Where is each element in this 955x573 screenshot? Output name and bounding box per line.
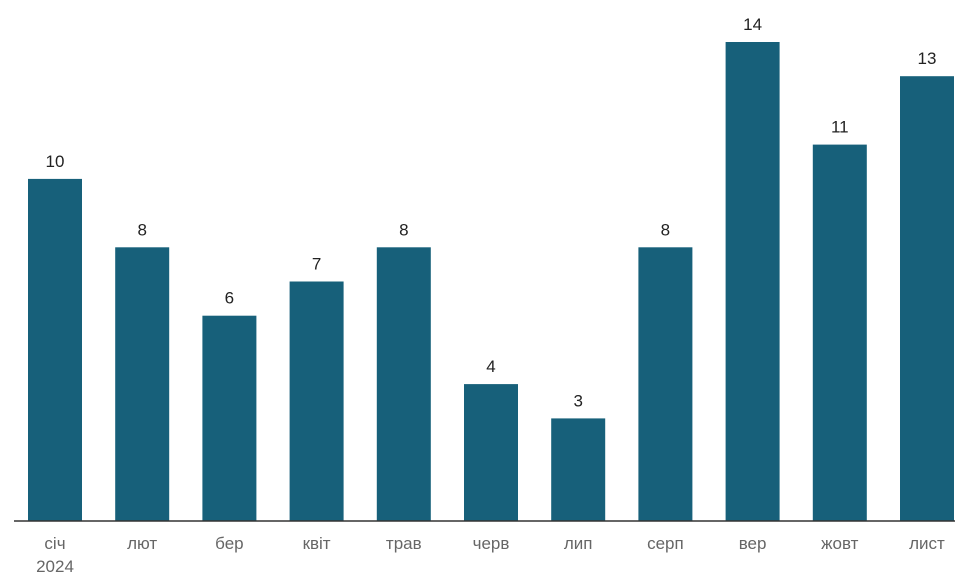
bar-2 xyxy=(202,315,257,521)
x-axis-year-label: 2024 xyxy=(36,557,74,573)
bar-value-label-10: 13 xyxy=(918,49,937,68)
bar-9 xyxy=(812,144,867,521)
x-tick-label-0: січ xyxy=(44,534,65,553)
bar-10 xyxy=(900,76,954,521)
bar-value-label-9: 11 xyxy=(831,118,849,137)
bars-group xyxy=(28,42,954,522)
bar-value-label-4: 8 xyxy=(399,220,408,239)
x-tick-label-2: бер xyxy=(215,534,243,553)
x-tick-label-9: жовт xyxy=(821,534,858,553)
bar-3 xyxy=(289,281,344,521)
tick-labels-group: січ лют бер квіт трав черв лип серп вер жовт лист xyxy=(44,534,945,553)
bar-7 xyxy=(638,247,693,522)
bar-6 xyxy=(551,418,606,521)
value-labels-group: 10 8 6 7 8 4 3 8 14 11 13 xyxy=(46,15,937,410)
bar-value-label-1: 8 xyxy=(137,220,146,239)
bar-value-label-5: 4 xyxy=(486,357,495,376)
bar-value-label-8: 14 xyxy=(743,15,762,34)
bar-4 xyxy=(376,247,431,522)
bar-value-label-2: 6 xyxy=(225,289,234,308)
bar-0 xyxy=(28,178,82,521)
x-tick-label-4: трав xyxy=(386,534,422,553)
x-tick-label-7: серп xyxy=(647,534,684,553)
bar-value-label-7: 8 xyxy=(661,220,670,239)
bar-1 xyxy=(115,247,170,522)
x-tick-label-10: лист xyxy=(909,534,945,553)
bar-8 xyxy=(725,42,780,521)
bar-value-label-3: 7 xyxy=(312,255,321,274)
x-tick-label-1: лют xyxy=(127,534,157,553)
x-tick-label-8: вер xyxy=(739,534,767,553)
bar-value-label-6: 3 xyxy=(573,391,582,410)
x-tick-label-6: лип xyxy=(564,534,593,553)
x-tick-label-5: черв xyxy=(473,534,510,553)
bar-5 xyxy=(464,384,518,521)
x-tick-label-3: квіт xyxy=(303,534,331,553)
bar-value-label-0: 10 xyxy=(46,152,65,171)
